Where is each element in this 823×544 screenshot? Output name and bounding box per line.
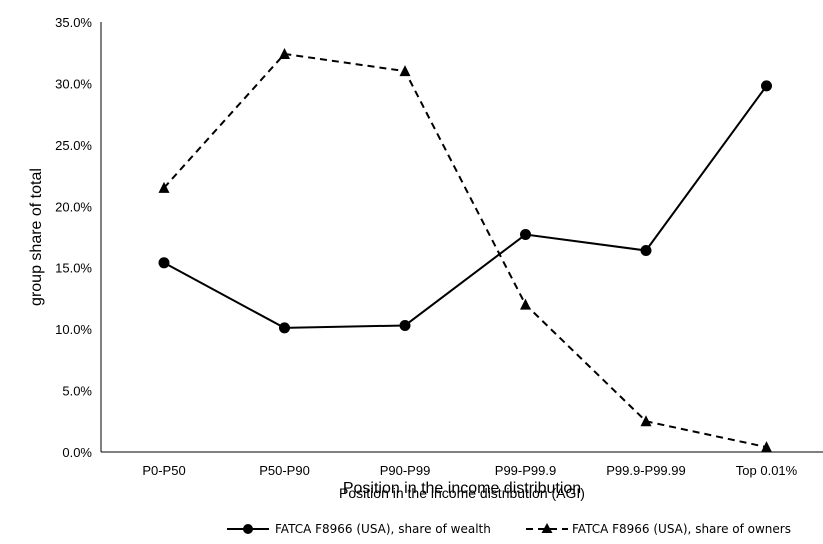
legend: FATCA F8966 (USA), share of wealth FATCA… [227, 522, 791, 536]
data-point [279, 47, 290, 59]
data-point [761, 441, 772, 453]
y-tick-label: 5.0% [62, 384, 92, 399]
legend-owners-marker [541, 523, 553, 533]
x-tick-label: P90-P99 [380, 463, 431, 478]
series-layer [158, 47, 772, 453]
data-point [640, 415, 652, 427]
series-owners [158, 47, 772, 453]
x-tick-label: P99.9-P99.99 [606, 463, 686, 478]
x-tick-label: Top 0.01% [736, 463, 798, 478]
series-line [163, 52, 767, 449]
y-tick-label: 15.0% [55, 261, 92, 276]
series-wealth [158, 80, 772, 334]
legend-wealth-marker [243, 524, 253, 534]
data-point [640, 245, 652, 257]
data-point [158, 257, 170, 269]
series-line [163, 85, 768, 329]
x-tick-labels: P0-P50 P50-P90 P90-P99 P99-P99.9 P99.9-P99.9… [142, 463, 797, 478]
data-point [158, 181, 170, 193]
y-tick-label: 10.0% [55, 322, 92, 337]
x-axis-title-overlap: Position in the income distribution (AGI… [339, 485, 585, 501]
x-tick-label: P99-P99.9 [495, 463, 556, 478]
y-tick-label: 25.0% [55, 138, 92, 153]
x-axis-title: Position in the income distribution [343, 480, 581, 497]
data-point [761, 80, 772, 92]
data-point [520, 229, 531, 241]
x-tick-label: P50-P90 [259, 463, 310, 478]
y-tick-label: 35.0% [55, 15, 92, 30]
legend-wealth-label: FATCA F8966 (USA), share of wealth [275, 522, 491, 536]
data-point [520, 298, 531, 310]
y-tick-label: 0.0% [62, 445, 92, 460]
data-point [399, 65, 411, 77]
legend-owners-label: FATCA F8966 (USA), share of owners [572, 522, 791, 536]
data-point [399, 319, 411, 331]
data-point [279, 322, 290, 334]
y-axis-title: group share of total [28, 168, 45, 306]
y-tick-labels: 0.0% 5.0% 10.0% 15.0% 20.0% 25.0% 30.0% 35.0% [55, 15, 92, 460]
y-tick-label: 30.0% [55, 76, 92, 91]
y-tick-label: 20.0% [55, 199, 92, 214]
x-tick-label: P0-P50 [142, 463, 185, 478]
